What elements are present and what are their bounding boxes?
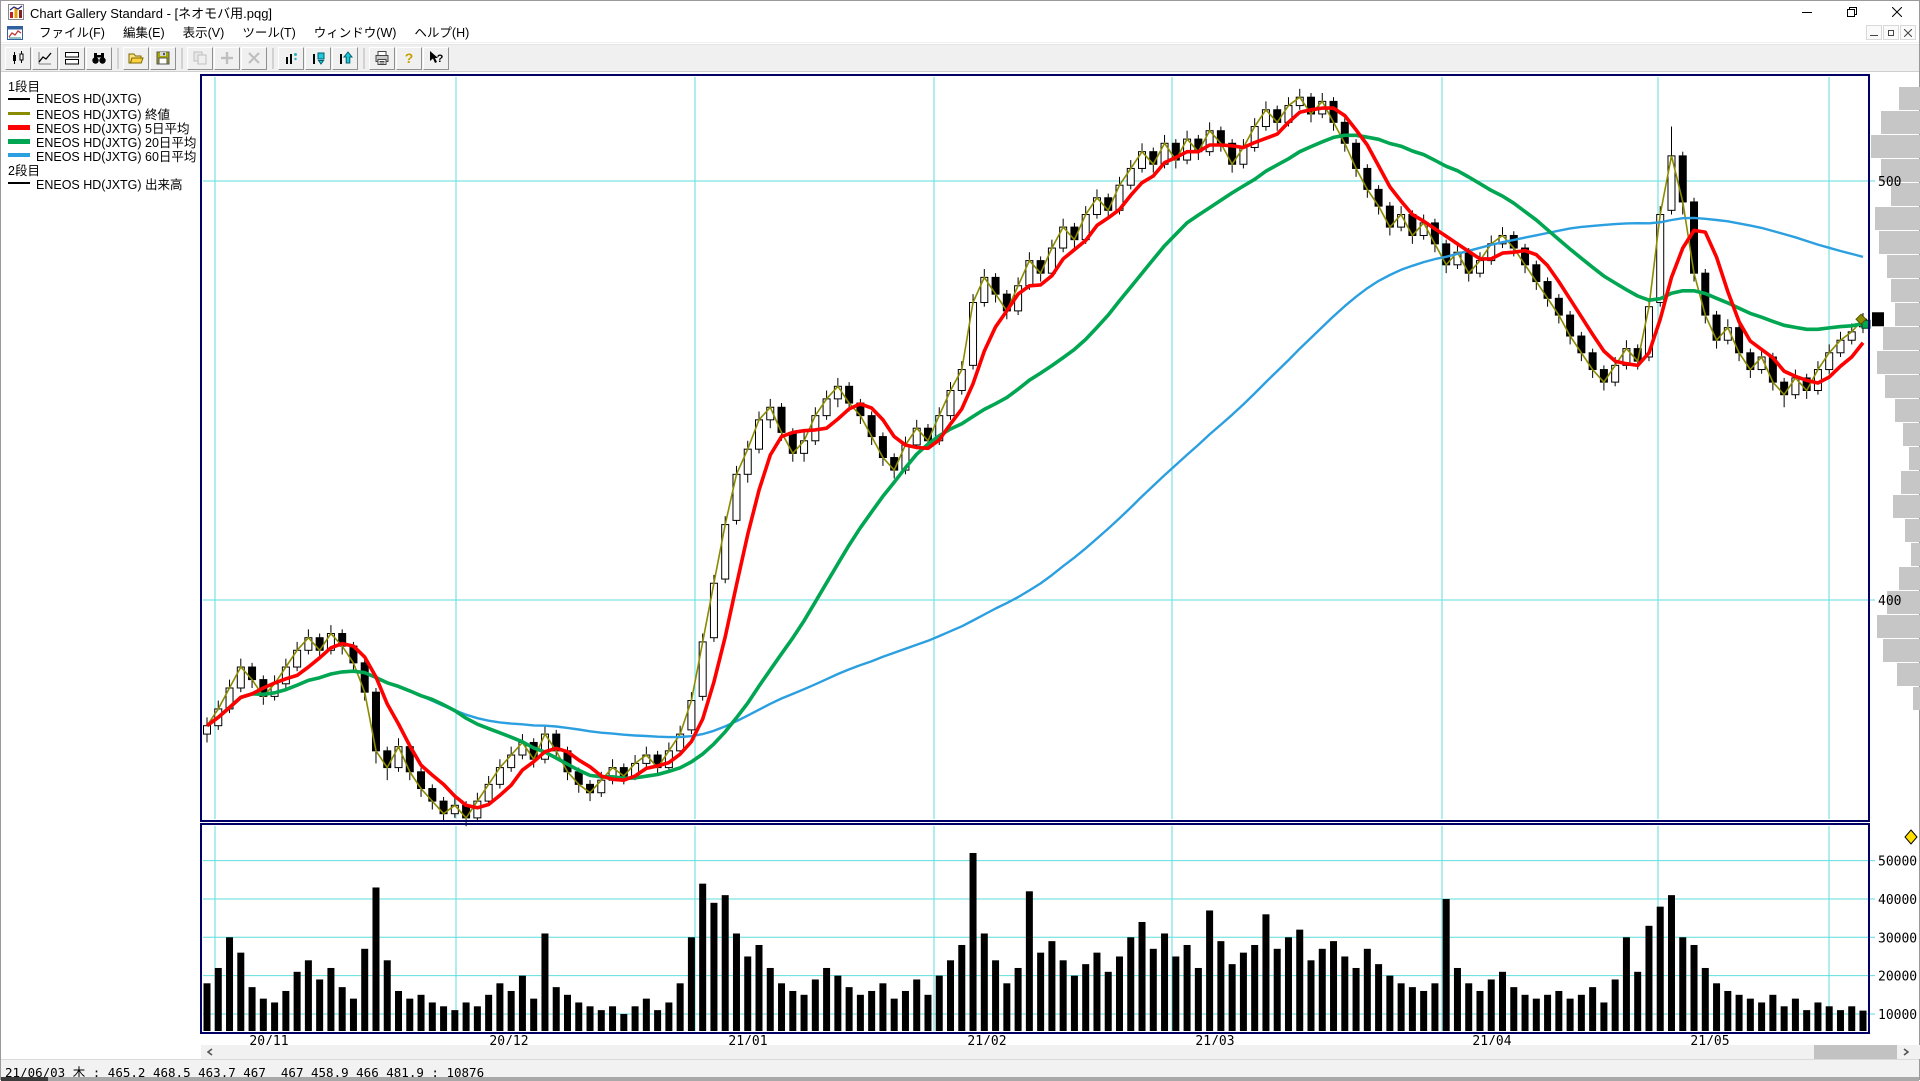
menu-window[interactable]: ウィンドウ(W) <box>305 23 406 43</box>
context-help-icon: ? <box>428 50 444 66</box>
price-series-swatch <box>8 98 30 100</box>
svg-text:20000: 20000 <box>1878 970 1917 985</box>
close-icon <box>1892 7 1902 17</box>
chart-document-icon <box>7 25 23 41</box>
help-icon: ? <box>401 50 417 66</box>
context-help-button[interactable]: ? <box>423 47 449 70</box>
mdi-close-icon <box>1904 29 1912 37</box>
mdi-minimize-icon <box>1870 29 1878 37</box>
printer-icon <box>374 50 390 66</box>
ma60-series-swatch <box>8 153 30 157</box>
toolbar-separator <box>363 48 365 69</box>
svg-text:?: ? <box>437 53 444 65</box>
print-button[interactable] <box>369 47 395 70</box>
scale-small-icon <box>283 50 299 66</box>
restore-button[interactable] <box>1829 1 1874 23</box>
window-title: Chart Gallery Standard - [ネオモバ用.pqg] <box>30 3 272 22</box>
menu-tools[interactable]: ツール(T) <box>233 23 304 43</box>
app-icon <box>8 4 24 20</box>
find-button[interactable] <box>86 47 112 70</box>
minimize-icon <box>1802 7 1812 17</box>
scale-tool-small-button[interactable] <box>278 47 304 70</box>
split-view-icon <box>64 50 80 66</box>
mdi-close-button[interactable] <box>1900 25 1916 40</box>
mdi-minimize-button[interactable] <box>1866 25 1882 40</box>
copy-button-disabled <box>187 47 213 70</box>
candlestick-chart-icon <box>10 50 26 66</box>
menu-bar: ファイル(F) 編集(E) 表示(V) ツール(T) ウィンドウ(W) ヘルプ(… <box>1 23 1919 43</box>
plus-icon <box>219 50 235 66</box>
open-folder-icon <box>128 50 144 66</box>
line-chart-icon <box>37 50 53 66</box>
chart-legend: 1段目 ENEOS HD(JXTG) ENEOS HD(JXTG) 終値 ENE… <box>8 78 196 190</box>
ma20-series-swatch <box>8 139 30 144</box>
volume-profile-layer <box>1871 87 1920 710</box>
candlestick-chart-button[interactable] <box>5 47 31 70</box>
line-chart-button[interactable] <box>32 47 58 70</box>
mdi-restore-button[interactable] <box>1883 25 1899 40</box>
svg-text:?: ? <box>405 50 414 66</box>
scrollbar-thumb[interactable] <box>1814 1045 1897 1059</box>
x-icon <box>246 50 262 66</box>
svg-text:10000: 10000 <box>1878 1008 1917 1023</box>
legend-item-label: ENEOS HD(JXTG) 60日平均 <box>36 146 196 165</box>
volume-chart-area[interactable] <box>201 824 1869 1033</box>
delete-button-disabled <box>241 47 267 70</box>
close-series-swatch <box>8 112 30 115</box>
binoculars-icon <box>91 50 107 66</box>
scale-tool-down-button[interactable] <box>305 47 331 70</box>
scale-up-icon <box>337 50 353 66</box>
bottom-edge-dark-segment <box>1 1077 48 1081</box>
toolbar-separator <box>181 48 183 69</box>
svg-text:50000: 50000 <box>1878 855 1917 870</box>
chevron-left-icon <box>207 1048 213 1056</box>
scale-tool-up-button[interactable] <box>332 47 358 70</box>
ma5-series-swatch <box>8 125 30 130</box>
scroll-right-button[interactable] <box>1897 1045 1914 1059</box>
menu-edit[interactable]: 編集(E) <box>114 23 174 43</box>
status-bar: 21/06/03 木 : 465.2 468.5 463.7 467 467 4… <box>1 1059 1919 1077</box>
title-bar: Chart Gallery Standard - [ネオモバ用.pqg] <box>1 1 1919 23</box>
legend-item-volume: ENEOS HD(JXTG) 出来高 <box>8 176 196 190</box>
horizontal-scrollbar[interactable] <box>201 1045 1920 1059</box>
open-file-button[interactable] <box>123 47 149 70</box>
svg-text:500: 500 <box>1878 175 1901 190</box>
toolbar: ? ? <box>1 44 1919 72</box>
legend-section-1: 1段目 <box>8 78 196 92</box>
svg-text:40000: 40000 <box>1878 893 1917 908</box>
help-button[interactable]: ? <box>396 47 422 70</box>
menu-help[interactable]: ヘルプ(H) <box>405 23 478 43</box>
scale-down-icon <box>310 50 326 66</box>
restore-icon <box>1847 7 1857 17</box>
price-chart-area[interactable] <box>201 75 1869 821</box>
toolbar-separator <box>117 48 119 69</box>
scroll-left-button[interactable] <box>201 1045 218 1059</box>
menu-view[interactable]: 表示(V) <box>174 23 234 43</box>
svg-text:30000: 30000 <box>1878 931 1917 946</box>
menu-file[interactable]: ファイル(F) <box>30 23 114 43</box>
copy-icon <box>192 50 208 66</box>
add-button-disabled <box>214 47 240 70</box>
bottom-edge-strip <box>1 1077 1919 1081</box>
svg-text:400: 400 <box>1878 594 1901 609</box>
volume-series-swatch <box>8 182 30 184</box>
close-button[interactable] <box>1874 1 1919 23</box>
toolbar-separator <box>272 48 274 69</box>
legend-item-label: ENEOS HD(JXTG) 出来高 <box>36 174 183 193</box>
mdi-restore-icon <box>1887 29 1895 37</box>
save-file-button[interactable] <box>150 47 176 70</box>
save-floppy-icon <box>155 50 171 66</box>
chevron-right-icon <box>1903 1048 1909 1056</box>
minimize-button[interactable] <box>1784 1 1829 23</box>
split-view-button[interactable] <box>59 47 85 70</box>
